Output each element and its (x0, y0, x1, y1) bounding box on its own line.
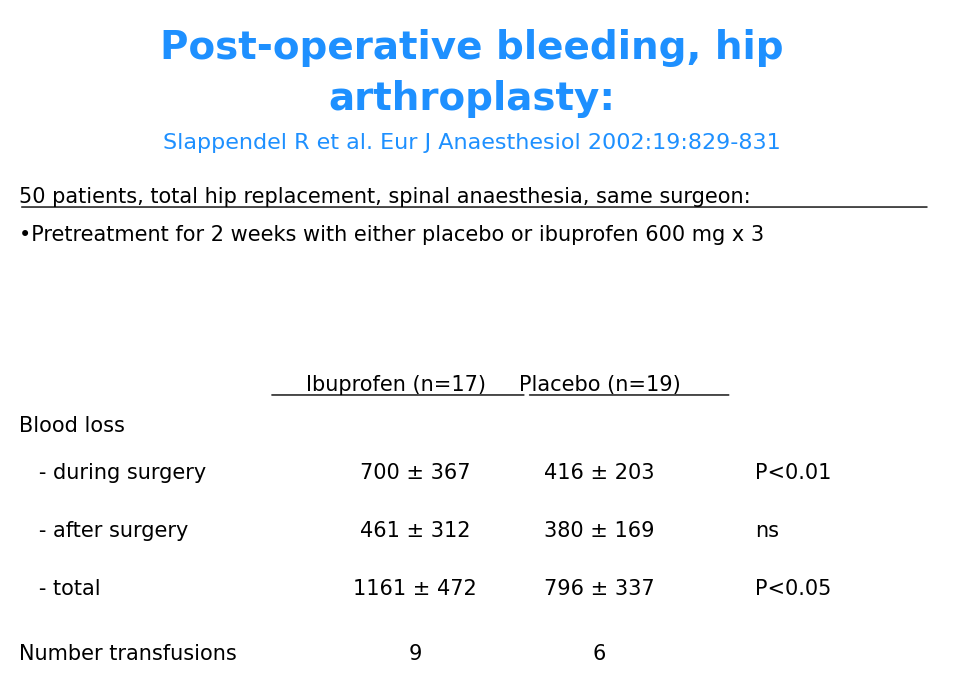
Text: 1161 ± 472: 1161 ± 472 (353, 579, 477, 599)
Text: 6: 6 (592, 644, 606, 664)
Text: •Pretreatment for 2 weeks with either placebo or ibuprofen 600 mg x 3: •Pretreatment for 2 weeks with either pl… (19, 225, 764, 245)
Text: 416 ± 203: 416 ± 203 (544, 463, 655, 484)
Text: P<0.05: P<0.05 (756, 579, 831, 599)
Text: Blood loss: Blood loss (19, 415, 125, 436)
Text: arthroplasty:: arthroplasty: (328, 80, 615, 118)
Text: Slappendel R et al. Eur J Anaesthesiol 2002:19:829-831: Slappendel R et al. Eur J Anaesthesiol 2… (163, 133, 780, 153)
Text: - after surgery: - after surgery (19, 521, 188, 541)
Text: 9: 9 (409, 644, 422, 664)
Text: 461 ± 312: 461 ± 312 (360, 521, 470, 541)
Text: ns: ns (756, 521, 780, 541)
Text: 700 ± 367: 700 ± 367 (360, 463, 470, 484)
Text: 50 patients, total hip replacement, spinal anaesthesia, same surgeon:: 50 patients, total hip replacement, spin… (19, 187, 751, 208)
Text: Ibuprofen (n=17): Ibuprofen (n=17) (306, 375, 487, 395)
Text: Post-operative bleeding, hip: Post-operative bleeding, hip (160, 29, 783, 67)
Text: P<0.01: P<0.01 (756, 463, 831, 484)
Text: Placebo (n=19): Placebo (n=19) (518, 375, 681, 395)
Text: Number transfusions: Number transfusions (19, 644, 236, 664)
Text: 380 ± 169: 380 ± 169 (544, 521, 655, 541)
Text: 796 ± 337: 796 ± 337 (544, 579, 655, 599)
Text: - during surgery: - during surgery (19, 463, 206, 484)
Text: - total: - total (19, 579, 101, 599)
